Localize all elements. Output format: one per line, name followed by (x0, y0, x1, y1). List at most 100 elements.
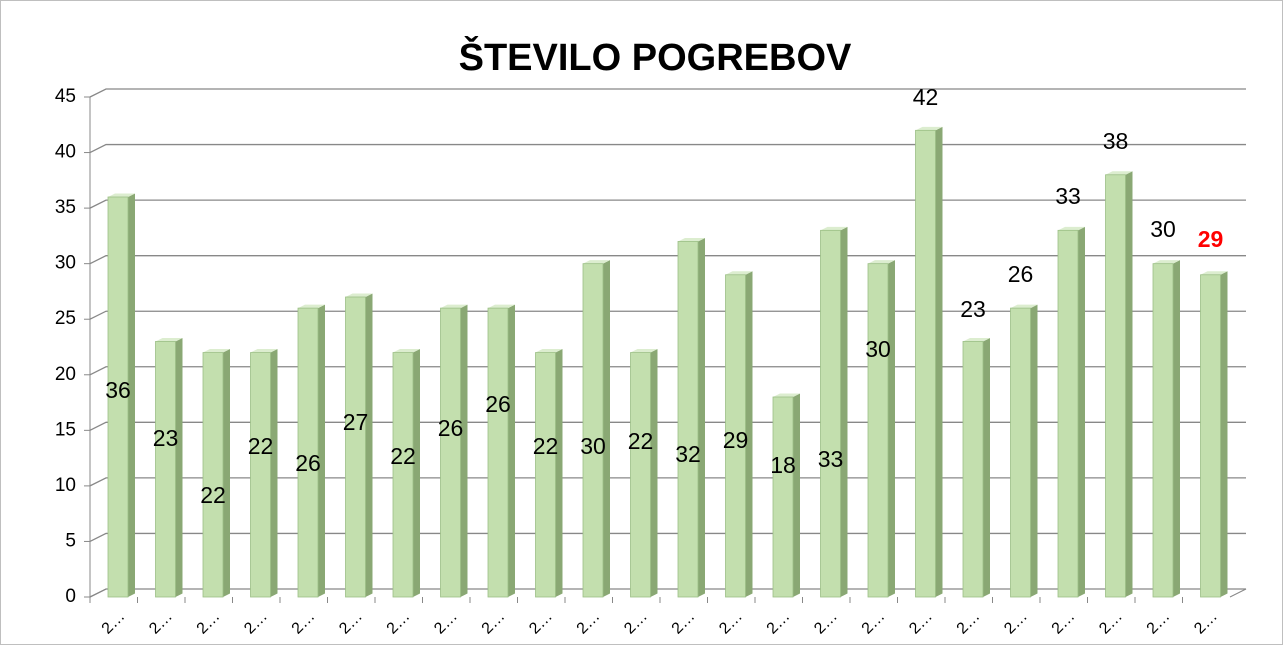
bar-face (1010, 307, 1031, 598)
bar-face (535, 352, 556, 598)
bar-face (582, 263, 604, 598)
data-label: 36 (105, 377, 131, 403)
grid-line (89, 366, 1246, 376)
bar-face (250, 349, 278, 353)
bar-face (345, 296, 366, 598)
bar (962, 337, 990, 598)
bar-face (1057, 229, 1079, 598)
y-tick-label: 10 (55, 475, 76, 496)
bar-face (983, 337, 990, 597)
bar-face (772, 396, 794, 598)
bar (487, 304, 515, 598)
y-tick-label: 45 (55, 86, 76, 107)
bar-face (1105, 174, 1126, 598)
data-label: 22 (533, 433, 559, 459)
data-label: 22 (628, 428, 654, 454)
bar-face (487, 307, 509, 598)
grid-line (89, 588, 1246, 598)
data-label: 32 (675, 441, 701, 467)
bar-face (297, 307, 319, 598)
y-tick-label: 35 (55, 197, 76, 218)
bar-face (820, 229, 841, 598)
data-label: 33 (818, 446, 844, 472)
bar-face (698, 237, 705, 597)
bar (440, 304, 468, 598)
grid-line (89, 310, 1246, 320)
bar-face (460, 304, 468, 597)
bar-face (203, 349, 230, 353)
bar (677, 237, 705, 598)
bar-face (155, 337, 183, 342)
bar-face (440, 307, 461, 598)
bar-face (155, 341, 176, 598)
bar-face (1152, 263, 1174, 598)
bar-face (793, 393, 800, 597)
bar (582, 260, 610, 598)
bar-face (318, 304, 325, 597)
bar-face (413, 349, 420, 597)
bar-face (888, 260, 895, 597)
bar-face (488, 304, 515, 309)
bar (155, 337, 183, 598)
data-label: 30 (580, 433, 606, 459)
bar-face (1010, 304, 1038, 309)
bar-face (630, 352, 651, 598)
bar-face (725, 271, 753, 275)
bar (1152, 260, 1180, 598)
data-label: 26 (1008, 261, 1034, 287)
bar-face (773, 393, 800, 397)
data-label: 22 (200, 482, 226, 508)
bar (392, 349, 420, 598)
bar-face (677, 241, 699, 598)
bar-face (1200, 271, 1228, 275)
bar-face (1125, 171, 1133, 597)
bar-face (583, 260, 610, 264)
data-label: 30 (1150, 216, 1176, 242)
bar-face (128, 193, 135, 597)
bar-face (298, 304, 325, 309)
bar-face (1030, 304, 1038, 597)
data-label: 23 (960, 296, 986, 322)
bar (202, 349, 230, 598)
bar (1200, 271, 1228, 598)
bar-face (915, 126, 943, 131)
grid-line (89, 199, 1246, 209)
y-tick-label: 40 (55, 142, 76, 163)
bar (630, 349, 658, 598)
y-tick-label: 5 (65, 530, 76, 551)
bar-face (935, 126, 943, 597)
data-label: 26 (438, 415, 464, 441)
bar-face (555, 349, 563, 597)
bar-face (745, 271, 753, 597)
bar-face (345, 293, 373, 297)
y-tick-label: 0 (65, 586, 76, 607)
bar-face (650, 349, 658, 597)
data-label: 22 (390, 443, 416, 469)
bar (1010, 304, 1038, 598)
bar (1057, 226, 1085, 598)
bar-face (603, 260, 610, 597)
bar (345, 293, 373, 598)
data-label: 33 (1055, 183, 1081, 209)
bar (915, 126, 943, 598)
data-label: 42 (913, 84, 939, 110)
bar (1105, 171, 1133, 598)
chart-title: ŠTEVILO POGREBOV (459, 34, 852, 79)
bar-face (820, 226, 848, 231)
bar-face (1078, 226, 1085, 598)
bar-face (868, 260, 895, 264)
data-label: 30 (865, 336, 891, 362)
bar (820, 226, 848, 598)
y-tick-label: 25 (55, 308, 76, 329)
bar-face (962, 341, 984, 598)
bar-face (393, 349, 420, 353)
bar-face (107, 196, 129, 598)
bar-face (1173, 260, 1180, 597)
bar-face (1200, 274, 1221, 598)
bar-face (440, 304, 468, 309)
bar-face (392, 352, 414, 598)
y-tick-label: 20 (55, 364, 76, 385)
data-label: 38 (1103, 128, 1129, 154)
data-label: 23 (153, 425, 179, 451)
